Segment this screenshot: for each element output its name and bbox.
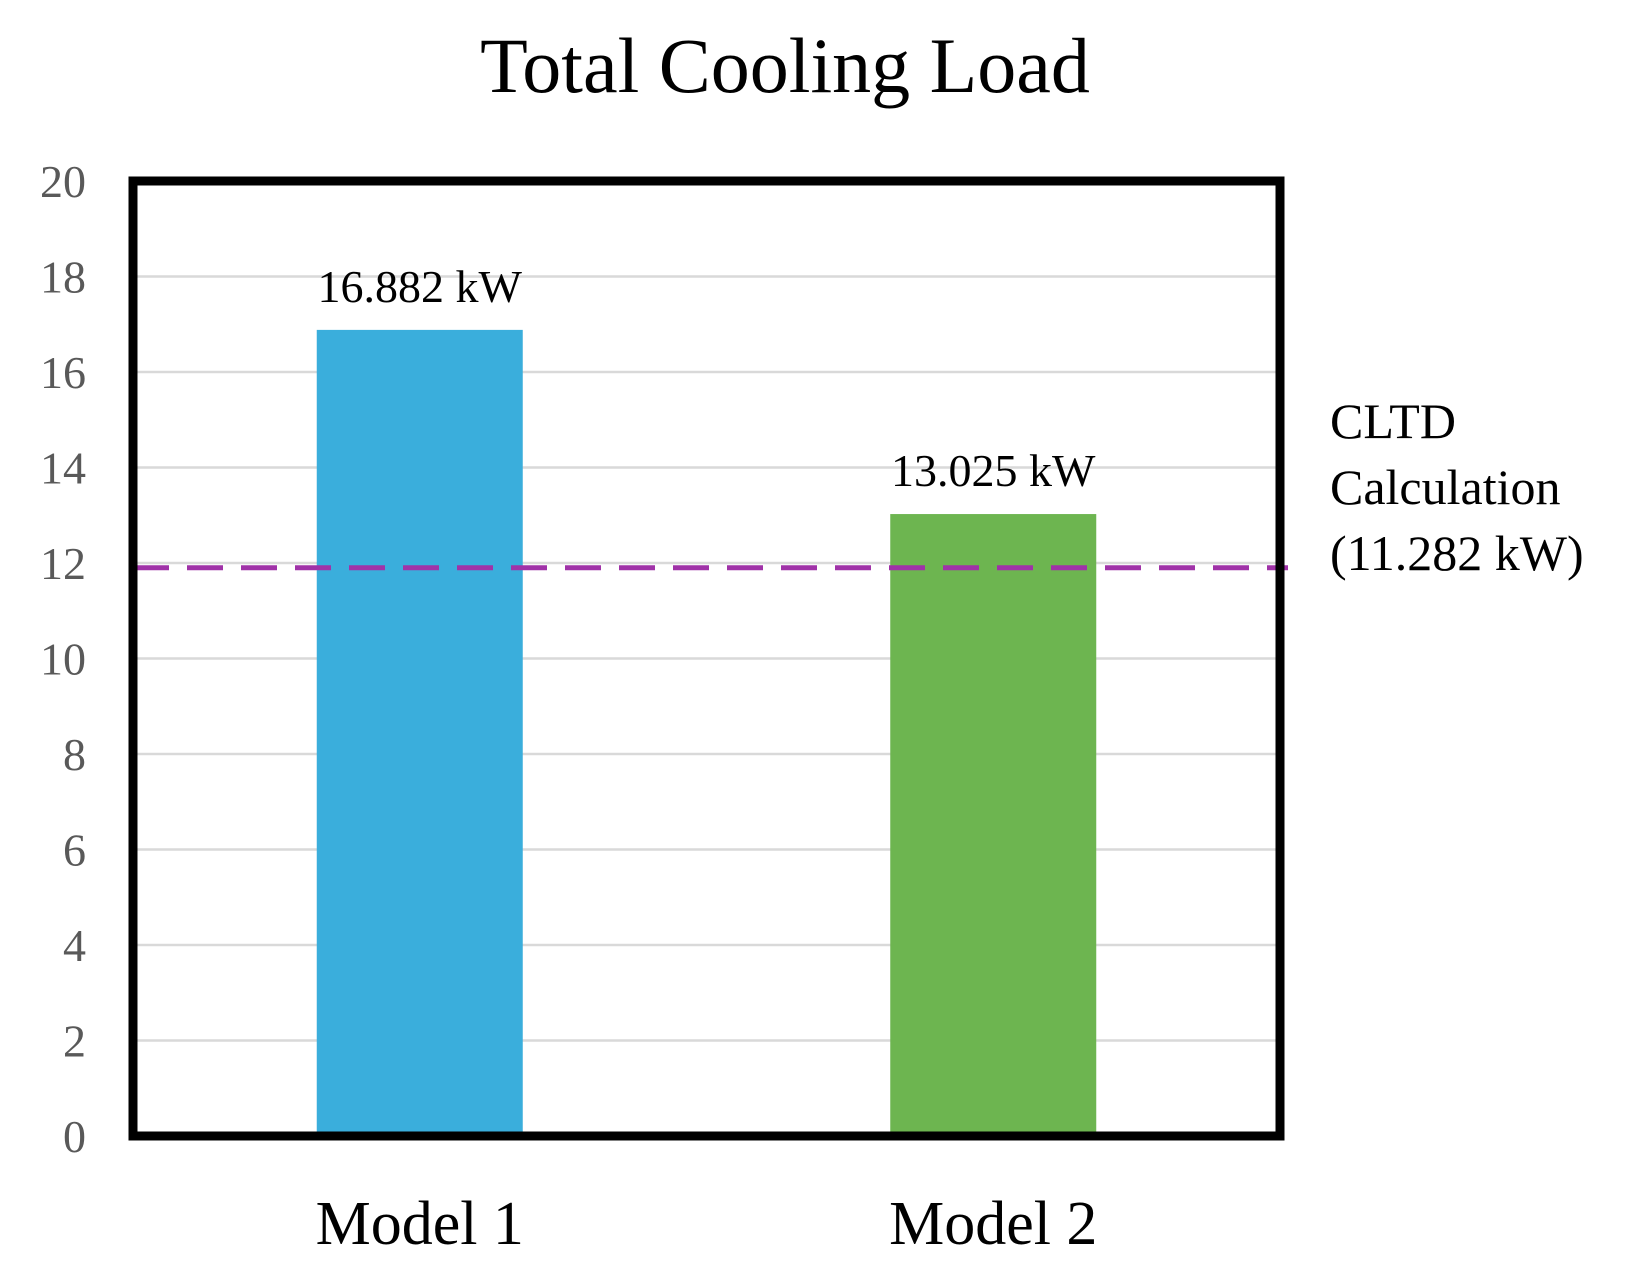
chart-title: Total Cooling Load [480, 22, 1090, 109]
bar-model-1 [316, 329, 523, 1136]
gridlines [133, 275, 1280, 1042]
y-tick-label: 2 [63, 1016, 86, 1067]
x-axis-tick-labels: Model 1 Model 2 [316, 1190, 1098, 1258]
data-label: 13.025 kW [891, 445, 1096, 496]
y-tick-label: 8 [63, 729, 86, 780]
y-tick-label: 4 [63, 920, 86, 971]
y-tick-label: 14 [40, 443, 86, 494]
y-tick-label: 12 [40, 538, 86, 589]
bar-model-2 [890, 514, 1097, 1136]
y-tick-label: 10 [40, 634, 86, 685]
reference-line-label-line: (11.282 kW) [1330, 525, 1584, 581]
y-tick-label: 0 [63, 1111, 86, 1162]
plot-frame [128, 176, 1285, 1141]
y-tick-label: 18 [40, 252, 86, 303]
reference-line-label: CLTD Calculation (11.282 kW) [1330, 393, 1584, 581]
reference-line-label-line: CLTD [1330, 393, 1456, 449]
x-tick-label: Model 2 [889, 1190, 1097, 1258]
bars [316, 329, 1097, 1136]
data-label: 16.882 kW [318, 261, 523, 312]
y-tick-label: 16 [40, 347, 86, 398]
y-tick-label: 6 [63, 825, 86, 876]
data-labels: 16.882 kW 13.025 kW [318, 261, 1097, 496]
x-tick-label: Model 1 [316, 1190, 524, 1258]
y-axis-tick-labels: 0 2 4 6 8 10 12 14 16 18 20 [40, 156, 86, 1162]
y-tick-label: 20 [40, 156, 86, 207]
reference-line-label-line: Calculation [1330, 459, 1561, 515]
